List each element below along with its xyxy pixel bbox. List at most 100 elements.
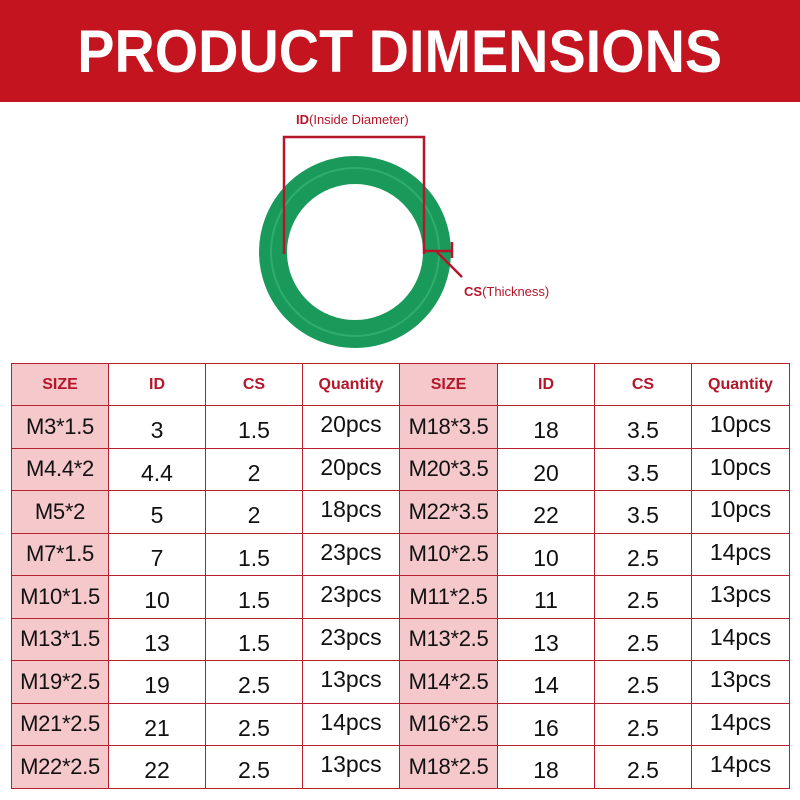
header-quantity: Quantity (691, 363, 790, 406)
table-header-row: SIZE ID CS Quantity (399, 363, 790, 406)
header-id: ID (108, 363, 206, 406)
size-cell: M21*2.5 (11, 702, 109, 746)
id-cell: 11 (497, 575, 595, 619)
cs-cell: 2 (205, 490, 303, 534)
id-cell: 3 (108, 405, 206, 449)
cs-cell: 1.5 (205, 405, 303, 449)
size-cell: M10*2.5 (399, 532, 498, 576)
id-cell: 22 (108, 745, 206, 789)
o-ring-diagram: ID(Inside Diameter) CS(Thickness) (240, 102, 580, 352)
cs-cell: 2.5 (594, 702, 692, 746)
id-cell: 19 (108, 660, 206, 704)
thickness-label: CS(Thickness) (464, 284, 549, 299)
table-row: M13*2.5 13 2.5 14pcs (399, 617, 790, 661)
size-cell: M4.4*2 (11, 447, 109, 491)
quantity-cell: 23pcs (302, 617, 400, 661)
quantity-cell: 13pcs (302, 745, 400, 789)
cs-cell: 2.5 (205, 702, 303, 746)
id-cell: 7 (108, 532, 206, 576)
cs-cell: 2.5 (205, 745, 303, 789)
quantity-cell: 13pcs (302, 660, 400, 704)
quantity-cell: 20pcs (302, 405, 400, 449)
inside-diameter-label: ID(Inside Diameter) (296, 112, 409, 127)
id-cell: 14 (497, 660, 595, 704)
size-cell: M14*2.5 (399, 660, 498, 704)
table-row: M11*2.5 11 2.5 13pcs (399, 575, 790, 619)
table-row: M21*2.5 21 2.5 14pcs (11, 702, 400, 746)
size-cell: M5*2 (11, 490, 109, 534)
id-cell: 5 (108, 490, 206, 534)
id-cell: 20 (497, 447, 595, 491)
id-cell: 13 (108, 617, 206, 661)
table-header-row: SIZE ID CS Quantity (11, 363, 400, 406)
quantity-cell: 14pcs (691, 702, 790, 746)
quantity-cell: 13pcs (691, 575, 790, 619)
quantity-cell: 14pcs (691, 617, 790, 661)
size-cell: M13*1.5 (11, 617, 109, 661)
table-row: M4.4*2 4.4 2 20pcs (11, 447, 400, 491)
table-row: M13*1.5 13 1.5 23pcs (11, 617, 400, 661)
table-row: M16*2.5 16 2.5 14pcs (399, 702, 790, 746)
quantity-cell: 14pcs (691, 745, 790, 789)
title-banner: PRODUCT DIMENSIONS (0, 0, 800, 102)
cs-cell: 2.5 (594, 660, 692, 704)
header-cs: CS (205, 363, 303, 406)
quantity-cell: 23pcs (302, 575, 400, 619)
cs-cell: 3.5 (594, 447, 692, 491)
cs-cell: 2 (205, 447, 303, 491)
table-row: M10*2.5 10 2.5 14pcs (399, 532, 790, 576)
quantity-cell: 18pcs (302, 490, 400, 534)
cs-cell: 2.5 (205, 660, 303, 704)
cs-cell: 2.5 (594, 745, 692, 789)
cs-label-bold: CS (464, 284, 483, 299)
size-cell: M7*1.5 (11, 532, 109, 576)
id-label-bold: ID (296, 112, 309, 127)
table-row: M22*3.5 22 3.5 10pcs (399, 490, 790, 534)
cs-cell: 1.5 (205, 532, 303, 576)
table-row: M19*2.5 19 2.5 13pcs (11, 660, 400, 704)
cs-cell: 2.5 (594, 575, 692, 619)
id-cell: 10 (497, 532, 595, 576)
size-cell: M22*3.5 (399, 490, 498, 534)
cs-cell: 3.5 (594, 405, 692, 449)
cs-cell: 2.5 (594, 617, 692, 661)
quantity-cell: 20pcs (302, 447, 400, 491)
page-title: PRODUCT DIMENSIONS (77, 17, 723, 85)
quantity-cell: 23pcs (302, 532, 400, 576)
table-row: M5*2 5 2 18pcs (11, 490, 400, 534)
size-cell: M10*1.5 (11, 575, 109, 619)
size-cell: M22*2.5 (11, 745, 109, 789)
id-cell: 22 (497, 490, 595, 534)
id-cell: 21 (108, 702, 206, 746)
cs-cell: 3.5 (594, 490, 692, 534)
quantity-cell: 10pcs (691, 405, 790, 449)
cs-cell: 1.5 (205, 575, 303, 619)
table-row: M10*1.5 10 1.5 23pcs (11, 575, 400, 619)
table-row: M18*2.5 18 2.5 14pcs (399, 745, 790, 789)
cs-label-text: (Thickness) (482, 284, 550, 299)
size-cell: M20*3.5 (399, 447, 498, 491)
cs-cell: 1.5 (205, 617, 303, 661)
table-row: M22*2.5 22 2.5 13pcs (11, 745, 400, 789)
quantity-cell: 14pcs (691, 532, 790, 576)
cs-cell: 2.5 (594, 532, 692, 576)
id-cell: 13 (497, 617, 595, 661)
quantity-cell: 10pcs (691, 447, 790, 491)
header-cs: CS (594, 363, 692, 406)
size-cell: M18*3.5 (399, 405, 498, 449)
id-label-text: (Inside Diameter) (309, 112, 409, 127)
id-cell: 18 (497, 405, 595, 449)
table-row: M20*3.5 20 3.5 10pcs (399, 447, 790, 491)
header-id: ID (497, 363, 595, 406)
size-cell: M13*2.5 (399, 617, 498, 661)
size-cell: M11*2.5 (399, 575, 498, 619)
size-cell: M19*2.5 (11, 660, 109, 704)
o-ring-icon (259, 135, 463, 348)
table-row: M14*2.5 14 2.5 13pcs (399, 660, 790, 704)
table-row: M7*1.5 7 1.5 23pcs (11, 532, 400, 576)
quantity-cell: 13pcs (691, 660, 790, 704)
header-quantity: Quantity (302, 363, 400, 406)
table-row: M3*1.5 3 1.5 20pcs (11, 405, 400, 449)
size-cell: M16*2.5 (399, 702, 498, 746)
id-cell: 18 (497, 745, 595, 789)
